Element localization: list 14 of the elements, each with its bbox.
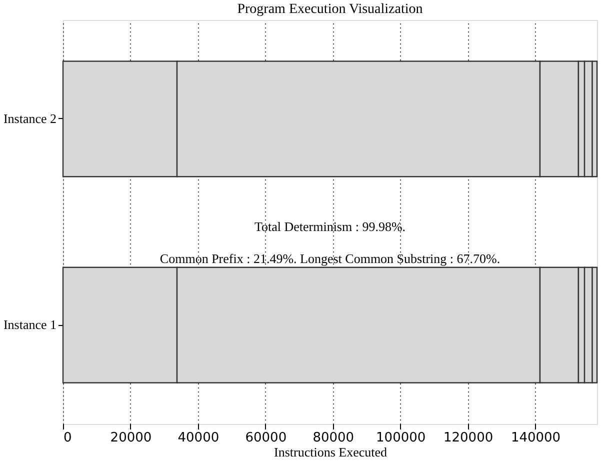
x-tick-label: 0: [64, 430, 72, 446]
y-tick-label: Instance 1: [3, 317, 56, 332]
x-tick-label: 140000: [510, 430, 561, 446]
x-tick-label: 20000: [110, 430, 152, 446]
x-tick-label: 60000: [245, 430, 287, 446]
y-tick-label: Instance 2: [3, 110, 56, 126]
annotation: Total Determinism : 99.98%.: [254, 218, 406, 234]
x-axis-title: Instructions Executed: [274, 444, 388, 460]
x-tick-label: 120000: [443, 430, 494, 446]
x-tick-label: 100000: [376, 430, 426, 446]
x-tick-label: 80000: [312, 430, 354, 446]
x-tick-label: 40000: [178, 430, 220, 446]
chart-title: Program Execution Visualization: [237, 2, 423, 17]
annotation: Common Prefix : 21.49%. Longest Common Substring : 67.70%.: [160, 251, 500, 266]
